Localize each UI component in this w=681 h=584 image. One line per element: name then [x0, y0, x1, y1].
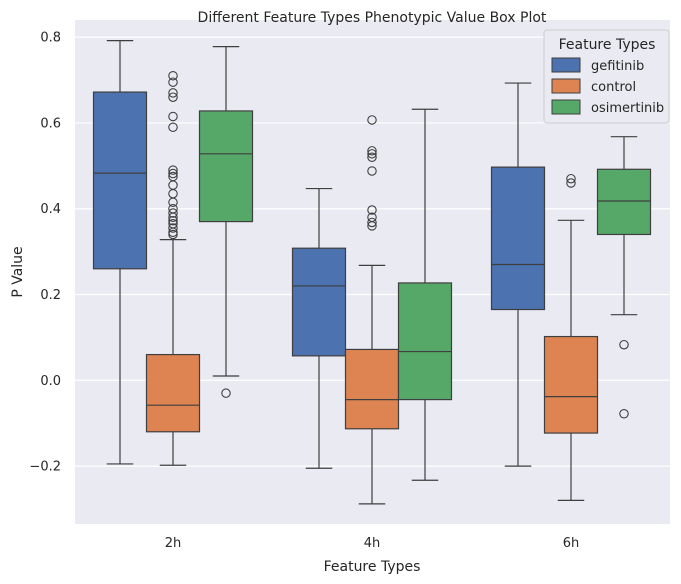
outlier-point — [168, 88, 178, 98]
iqr-box — [344, 348, 400, 430]
box-osimertinib-2h — [198, 45, 254, 398]
outlier-point — [168, 71, 178, 81]
outlier-point — [367, 149, 377, 159]
outlier-point — [221, 388, 231, 398]
outlier-point — [168, 229, 178, 240]
outlier-point — [566, 178, 576, 188]
legend-swatch-gefitinib — [551, 57, 581, 73]
outlier-point — [168, 212, 178, 223]
outlier-point — [367, 146, 377, 156]
legend-label-osimertinib: osimertinib — [591, 101, 664, 116]
outlier-point — [168, 168, 178, 179]
y-tick-label: 0.4 — [40, 202, 61, 217]
y-tick-label: 0.2 — [40, 288, 61, 303]
outlier-point — [168, 92, 178, 102]
outlier-point — [168, 223, 178, 233]
iqr-box — [397, 282, 453, 401]
outlier-point — [367, 115, 377, 125]
box-osimertinib-6h — [596, 136, 652, 419]
y-tick-label: 0.0 — [40, 374, 61, 389]
outlier-point — [367, 217, 377, 228]
box-control-2h — [145, 71, 201, 466]
box-gefitinib-4h — [291, 187, 347, 469]
outlier-point — [168, 77, 178, 87]
box-gefitinib-2h — [92, 39, 148, 465]
outlier-point — [619, 409, 629, 419]
x-tick-label: 4h — [364, 536, 381, 551]
iqr-box — [490, 166, 546, 311]
legend-swatch-control — [551, 78, 581, 94]
legend-swatch-osimertinib — [551, 99, 581, 115]
iqr-box — [291, 247, 347, 357]
legend-label-gefitinib: gefitinib — [591, 59, 644, 74]
outlier-point — [566, 173, 576, 184]
outlier-point — [619, 339, 629, 350]
outlier-point — [367, 205, 377, 215]
iqr-box — [198, 110, 254, 223]
y-axis-label: P Value — [10, 246, 26, 297]
outlier-point — [367, 152, 377, 163]
x-tick-label: 6h — [563, 536, 580, 551]
iqr-box — [145, 353, 201, 433]
iqr-box — [92, 91, 148, 270]
box-osimertinib-4h — [397, 108, 453, 481]
outlier-point — [168, 197, 178, 208]
outlier-point — [367, 166, 377, 176]
x-axis-label: Feature Types — [324, 559, 421, 575]
y-tick-label: 0.8 — [40, 31, 61, 46]
legend-label-control: control — [591, 80, 636, 95]
outlier-point — [168, 208, 178, 218]
outlier-point — [168, 122, 178, 132]
chart-title: Different Feature Types Phenotypic Value… — [198, 10, 547, 26]
iqr-box — [596, 168, 652, 236]
outlier-point — [367, 221, 377, 231]
box-gefitinib-6h — [490, 82, 546, 467]
iqr-box — [543, 335, 599, 434]
legend: Feature Types gefitinib control osimertini… — [543, 29, 670, 124]
x-tick-label: 2h — [165, 536, 182, 551]
outlier-point — [168, 215, 178, 226]
box-control-6h — [543, 173, 599, 502]
y-tick-label: −0.2 — [29, 460, 61, 475]
y-tick-label: 0.6 — [40, 116, 61, 131]
box-control-4h — [344, 115, 400, 505]
outlier-point — [168, 165, 178, 175]
box-series — [92, 39, 652, 505]
y-tick-labels: −0.2 0.0 0.2 0.4 0.6 0.8 — [29, 31, 61, 475]
outlier-point — [168, 111, 178, 122]
legend-title: Feature Types — [559, 37, 656, 53]
x-tick-labels: 2h 4h 6h — [165, 536, 580, 551]
